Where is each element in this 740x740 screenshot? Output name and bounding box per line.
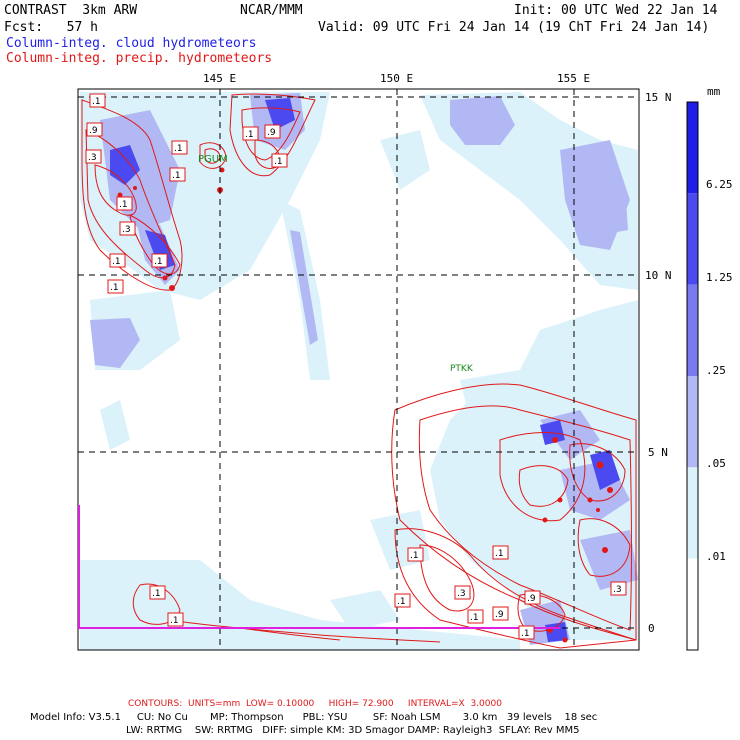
contour-label-text: .3 [457, 589, 466, 599]
contour-label: .1 [167, 612, 184, 627]
lon-label-145: 145 E [203, 72, 237, 85]
lat-label-5n: 5 N [648, 446, 668, 459]
colorbar-unit: mm [707, 85, 721, 98]
colorbar-level-0-01: .01 [706, 550, 726, 563]
colorbar-segment [687, 193, 698, 285]
contour-label-text: .1 [470, 613, 479, 623]
contour-label-text: .1 [521, 629, 530, 639]
contour-label: .9 [524, 590, 541, 605]
contour-label: .1 [394, 593, 411, 608]
contour-label-text: .1 [410, 551, 419, 561]
init-time: Init: 00 UTC Wed 22 Jan 14 [514, 3, 718, 18]
colorbar-level-0-05: .05 [706, 457, 726, 470]
contour-label-text: .1 [112, 257, 121, 267]
contour-label-text: .1 [152, 589, 161, 599]
contour-label: .1 [271, 153, 288, 168]
field-precip-legend: Column-integ. precip. hydrometeors [6, 51, 273, 66]
valid-time: Valid: 09 UTC Fri 24 Jan 14 (19 ChT Fri … [318, 20, 710, 35]
contour-label: .1 [151, 253, 168, 268]
colorbar-level-0-25: .25 [706, 364, 726, 377]
colorbar-segment [687, 284, 698, 376]
model-info-line-2: LW: RRTMG SW: RRTMG DIFF: simple KM: 3D … [126, 725, 580, 736]
contour-label-text: .1 [274, 157, 283, 167]
contour-label: .1 [149, 585, 166, 600]
contour-label-text: .1 [92, 97, 101, 107]
lat-label-0: 0 [648, 622, 655, 635]
contour-label-text: .1 [154, 257, 163, 267]
map-fields [80, 92, 638, 650]
contour-label: .1 [171, 140, 188, 155]
contour-label-text: .1 [495, 549, 504, 559]
colorbar-segment [687, 467, 698, 559]
contour-label-text: .3 [613, 585, 622, 595]
contour-label-text: .9 [495, 610, 504, 620]
contour-label: .3 [610, 581, 627, 596]
forecast-hour: Fcst: 57 h [4, 20, 98, 35]
contour-info: CONTOURS: UNITS=mm LOW= 0.10000 HIGH= 72… [128, 699, 502, 709]
contour-label: .9 [264, 124, 281, 139]
contour-label-text: .1 [172, 171, 181, 181]
lat-label-10n: 10 N [645, 269, 672, 282]
contour-label: .1 [89, 93, 106, 108]
contour-label-text: .3 [88, 153, 97, 163]
contour-label: .1 [109, 253, 126, 268]
contour-label-text: .9 [527, 594, 536, 604]
contour-labels: .1 .9 .1 .3 .1 .1 .9 .1 .1 .3 .1 .1 .1 .1 .1 .3 .1 .1 .1 .9… [85, 93, 627, 640]
map-frame [77, 88, 640, 651]
contour-label: .1 [492, 545, 509, 560]
colorbar-frame [686, 101, 699, 651]
contour-label: .1 [116, 196, 133, 211]
center-label: NCAR/MMM [240, 3, 303, 18]
contour-label: .9 [492, 606, 509, 621]
station-ptkk: PTKK [450, 364, 474, 374]
colorbar-level-1-25: 1.25 [706, 271, 733, 284]
contour-label: .1 [107, 279, 124, 294]
contour-label-text: .1 [245, 130, 254, 140]
contour-label-text: .1 [170, 616, 179, 626]
contour-label: .9 [86, 122, 103, 137]
colorbar-segment [687, 376, 698, 468]
colorbar-segment [687, 558, 698, 650]
contour-label: .3 [85, 149, 102, 164]
precip-peaks [117, 167, 613, 643]
station-markers: PGUM PTKK [198, 154, 474, 374]
lon-label-155: 155 E [557, 72, 591, 85]
contour-label-text: .9 [267, 128, 276, 138]
contour-label: .1 [407, 547, 424, 562]
contour-label-text: .1 [397, 597, 406, 607]
contour-label: .1 [518, 625, 535, 640]
contour-label: .1 [467, 609, 484, 624]
contour-label: .1 [169, 167, 186, 182]
contour-label-text: .1 [110, 283, 119, 293]
contour-label: .1 [242, 126, 259, 141]
lon-label-150: 150 E [380, 72, 414, 85]
contour-label-text: .1 [119, 200, 128, 210]
contour-label: .3 [119, 221, 136, 236]
domain-boundary [78, 505, 560, 629]
colorbar-segment [687, 102, 698, 194]
lat-label-15n: 15 N [645, 91, 672, 104]
model-info-line-1: Model Info: V3.5.1 CU: No Cu MP: Thompso… [30, 712, 598, 723]
contour-label-text: .1 [174, 144, 183, 154]
contour-label: .3 [454, 585, 471, 600]
colorbar-level-6-25: 6.25 [706, 178, 733, 191]
contour-label-text: .3 [122, 225, 131, 235]
field-cloud-legend: Column-integ. cloud hydrometeors [6, 36, 257, 51]
colorbar [687, 102, 698, 650]
contour-label-text: .9 [89, 126, 98, 136]
model-title: CONTRAST 3km ARW [4, 3, 138, 18]
station-pgum: PGUM [198, 154, 228, 165]
